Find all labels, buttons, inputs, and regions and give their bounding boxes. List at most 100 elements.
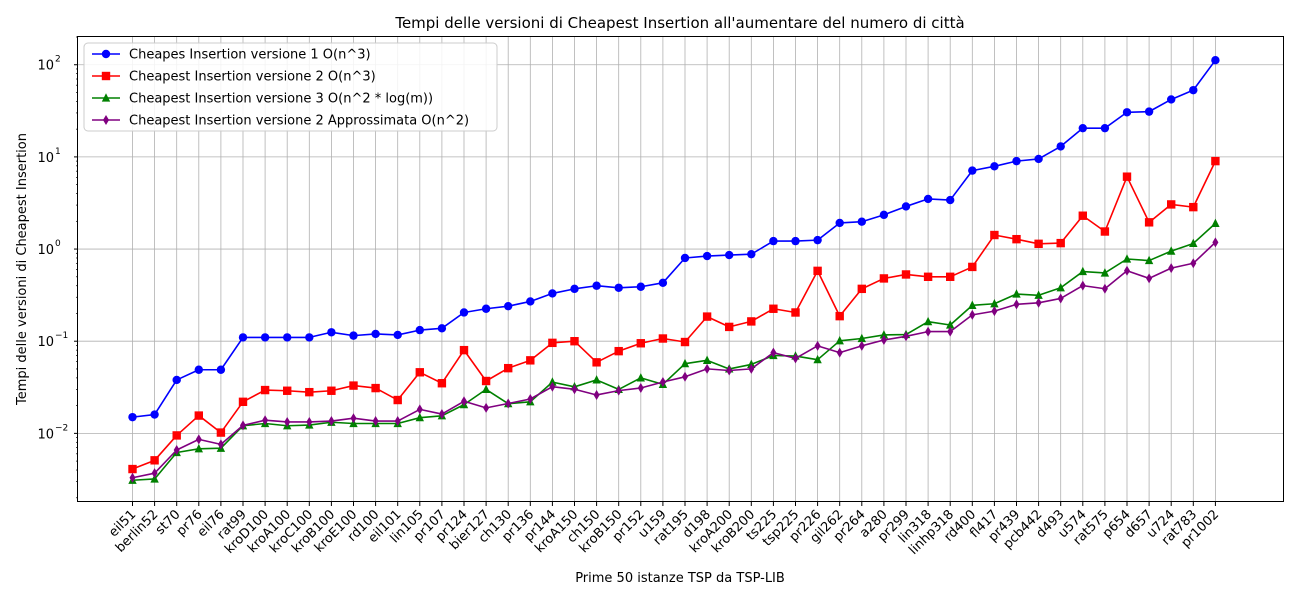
data-point xyxy=(1145,218,1153,226)
data-point xyxy=(128,465,136,473)
legend: Cheapes Insertion versione 1 O(n^3) Cheap… xyxy=(84,43,497,131)
data-point xyxy=(239,333,247,341)
data-point xyxy=(305,388,313,396)
chart-title: Tempi delle versioni di Cheapest Inserti… xyxy=(394,14,964,32)
data-point xyxy=(836,219,844,227)
legend-item: Cheapest Insertion versione 3 O(n^2 * lo… xyxy=(92,92,433,107)
data-point xyxy=(349,331,357,339)
legend-label: Cheapest Insertion versione 2 Approssima… xyxy=(129,114,469,129)
data-point xyxy=(659,334,667,342)
data-point xyxy=(1167,95,1175,103)
data-point xyxy=(813,267,821,275)
data-point xyxy=(747,250,755,258)
legend-marker xyxy=(102,72,110,80)
data-point xyxy=(482,377,490,385)
legend-label: Cheapes Insertion versione 1 O(n^3) xyxy=(129,48,371,63)
data-point xyxy=(371,330,379,338)
legend-label: Cheapest Insertion versione 3 O(n^2 * lo… xyxy=(129,92,433,107)
y-tick-exponent: 0 xyxy=(55,239,61,249)
data-point xyxy=(261,386,269,394)
legend-marker xyxy=(102,50,110,58)
data-point xyxy=(1145,107,1153,115)
data-point xyxy=(217,366,225,374)
data-point xyxy=(305,333,313,341)
data-point xyxy=(858,218,866,226)
data-point xyxy=(504,364,512,372)
data-point xyxy=(946,196,954,204)
data-point xyxy=(128,413,136,421)
data-point xyxy=(1189,86,1197,94)
data-point xyxy=(968,263,976,271)
data-point xyxy=(990,231,998,239)
data-point xyxy=(858,285,866,293)
data-point xyxy=(239,398,247,406)
data-point xyxy=(1079,212,1087,220)
data-point xyxy=(526,356,534,364)
data-point xyxy=(460,346,468,354)
data-point xyxy=(615,347,623,355)
data-point xyxy=(703,312,711,320)
data-point xyxy=(615,284,623,292)
data-point xyxy=(283,387,291,395)
data-point xyxy=(173,431,181,439)
data-point xyxy=(416,326,424,334)
data-point xyxy=(1211,157,1219,165)
data-point xyxy=(173,376,181,384)
data-point xyxy=(902,270,910,278)
y-tick-label: 10 xyxy=(37,59,54,74)
data-point xyxy=(1057,142,1065,150)
data-point xyxy=(637,283,645,291)
data-point xyxy=(1034,240,1042,248)
data-point xyxy=(150,410,158,418)
data-point xyxy=(327,387,335,395)
data-point xyxy=(327,328,335,336)
data-point xyxy=(990,162,998,170)
data-point xyxy=(968,166,976,174)
data-point xyxy=(416,368,424,376)
data-point xyxy=(261,333,269,341)
data-point xyxy=(394,331,402,339)
data-point xyxy=(659,279,667,287)
data-point xyxy=(681,254,689,262)
data-point xyxy=(747,317,755,325)
y-axis-label: Tempi delle versioni di Cheapest Inserti… xyxy=(15,133,30,406)
legend-item: Cheapest Insertion versione 2 Approssima… xyxy=(92,114,469,129)
data-point xyxy=(1189,203,1197,211)
data-point xyxy=(725,323,733,331)
data-point xyxy=(460,308,468,316)
legend-item: Cheapest Insertion versione 2 O(n^3) xyxy=(92,70,376,85)
data-point xyxy=(1079,124,1087,132)
y-tick-label: 10 xyxy=(37,335,54,350)
data-point xyxy=(637,339,645,347)
data-point xyxy=(195,411,203,419)
legend-item: Cheapes Insertion versione 1 O(n^3) xyxy=(92,48,371,63)
data-point xyxy=(438,379,446,387)
x-axis-label: Prime 50 istanze TSP da TSP-LIB xyxy=(575,571,785,586)
data-point xyxy=(570,337,578,345)
data-point xyxy=(791,308,799,316)
data-point xyxy=(725,251,733,259)
data-point xyxy=(570,285,578,293)
data-point xyxy=(703,252,711,260)
data-point xyxy=(924,195,932,203)
data-point xyxy=(1211,56,1219,64)
data-point xyxy=(813,236,821,244)
data-point xyxy=(195,366,203,374)
data-point xyxy=(1012,235,1020,243)
y-tick-exponent: −1 xyxy=(55,331,68,341)
y-tick-label: 10 xyxy=(37,427,54,442)
data-point xyxy=(946,273,954,281)
data-point xyxy=(371,384,379,392)
y-tick-exponent: 2 xyxy=(55,55,61,65)
data-point xyxy=(349,381,357,389)
data-point xyxy=(1057,239,1065,247)
data-point xyxy=(283,333,291,341)
data-point xyxy=(769,237,777,245)
legend-label: Cheapest Insertion versione 2 O(n^3) xyxy=(129,70,376,85)
data-point xyxy=(791,237,799,245)
data-point xyxy=(1101,227,1109,235)
data-point xyxy=(836,312,844,320)
data-point xyxy=(1123,172,1131,180)
data-point xyxy=(482,305,490,313)
